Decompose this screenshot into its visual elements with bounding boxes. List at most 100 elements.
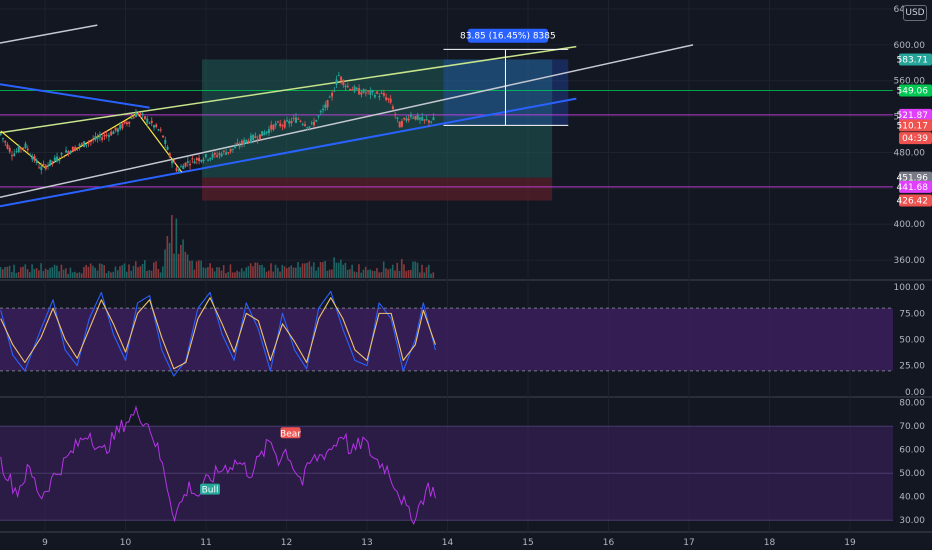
volume-bar — [261, 264, 263, 278]
price-marker-tag — [899, 119, 932, 132]
stochastic-pane[interactable] — [0, 290, 893, 377]
candle-body — [78, 144, 81, 147]
volume-bar — [195, 261, 198, 278]
volume-bar — [85, 264, 87, 278]
candle-body — [47, 165, 50, 167]
candle-body — [389, 98, 392, 103]
volume-bar — [358, 264, 360, 278]
price-marker-tag — [899, 194, 932, 207]
volume-bar — [94, 267, 96, 278]
volume-bar — [322, 262, 324, 278]
candle-body — [427, 120, 430, 123]
volume-bar — [180, 244, 182, 278]
channel-middle — [0, 44, 694, 199]
candle-body — [148, 122, 151, 124]
price-marker-tag — [899, 132, 932, 145]
candle-body — [26, 148, 29, 151]
volume-bar — [294, 267, 297, 278]
candle-body — [182, 165, 185, 170]
volume-bar — [263, 267, 266, 278]
candle-body — [270, 124, 273, 130]
rsi-pane[interactable]: Bull Bear — [0, 405, 893, 526]
volume-bar — [60, 264, 63, 278]
volume-bar — [335, 262, 338, 278]
price-tick-label: 360.00 — [894, 256, 926, 266]
price-axis[interactable]: 640.00600.00560.00520.00480.00400.00360.… — [894, 5, 932, 526]
price-marker-label: 521.87 — [897, 111, 929, 121]
volume-bar — [139, 266, 142, 278]
time-tick-label: 10 — [120, 538, 132, 548]
volume-bar — [184, 251, 187, 278]
volume-bar — [267, 270, 270, 278]
candle-body — [362, 89, 365, 93]
volume-bar — [148, 269, 151, 278]
time-tick-label: 15 — [522, 538, 533, 548]
candle-body — [186, 161, 189, 163]
volume-bar — [15, 272, 18, 278]
price-pane[interactable] — [0, 72, 435, 175]
candle-body — [256, 138, 259, 140]
candle-body — [225, 152, 228, 155]
volume-bar — [193, 269, 196, 278]
volume-bar — [1, 269, 4, 278]
volume-bar — [317, 267, 320, 278]
candle-body — [342, 80, 345, 85]
candle-body — [247, 140, 250, 143]
candle-body — [373, 94, 376, 98]
volume-bar — [249, 263, 252, 278]
candle-body — [89, 141, 92, 143]
candle-body — [150, 120, 153, 123]
volume-bar — [423, 272, 426, 278]
candle-body — [414, 116, 417, 120]
volume-bar — [427, 264, 430, 278]
volume-bar — [152, 262, 155, 278]
measure-tool[interactable]: 83.85 (16.45%) 8385 — [443, 28, 569, 126]
volume-bar — [279, 271, 281, 278]
volume-bar — [421, 264, 423, 278]
candle-body — [229, 148, 232, 152]
time-axis[interactable]: 9 10 11 12 13 14 15 16 17 18 19 — [42, 538, 856, 548]
candle-body — [162, 135, 165, 138]
stoch-tick-label: 25.00 — [899, 362, 925, 372]
candle-body — [306, 127, 309, 129]
candle-body — [430, 121, 433, 123]
candle-body — [360, 92, 363, 95]
candle-body — [168, 153, 171, 158]
candle-body — [123, 121, 126, 124]
channel-upper — [0, 45, 577, 134]
measure-label: 83.85 (16.45%) 8385 — [460, 32, 556, 42]
stoch-tick-label: 75.00 — [899, 309, 925, 319]
volume-bar — [409, 269, 412, 278]
candle-body — [301, 123, 304, 125]
volume-bar — [200, 260, 202, 278]
candle-body — [281, 125, 284, 127]
candle-body — [398, 121, 401, 128]
candle-body — [267, 129, 270, 133]
candle-body — [35, 160, 38, 163]
volume-bar — [134, 261, 137, 278]
candle-body — [263, 132, 266, 135]
volume-bar — [74, 271, 76, 278]
candle-body — [382, 93, 385, 96]
candle-body — [4, 141, 7, 143]
volume-bar — [35, 268, 38, 278]
candle-body — [243, 139, 246, 145]
volume-bar — [112, 271, 115, 278]
volume-bar — [182, 239, 184, 278]
volume-bar — [132, 265, 135, 278]
candle-body — [29, 154, 32, 156]
stop-zone — [201, 177, 553, 201]
candle-body — [340, 76, 343, 81]
price-tick-label: 480.00 — [894, 148, 926, 158]
volume-bar — [416, 262, 419, 278]
volume-bar — [125, 271, 128, 278]
rsi-signal-label: Bear — [280, 429, 301, 439]
candle-body — [193, 161, 196, 164]
candle-body — [51, 161, 54, 163]
volume-bar — [394, 270, 396, 278]
currency-label[interactable]: USD — [903, 5, 927, 21]
volume-bar — [254, 262, 257, 278]
time-tick-label: 17 — [683, 538, 694, 548]
volume-bar — [243, 271, 245, 278]
